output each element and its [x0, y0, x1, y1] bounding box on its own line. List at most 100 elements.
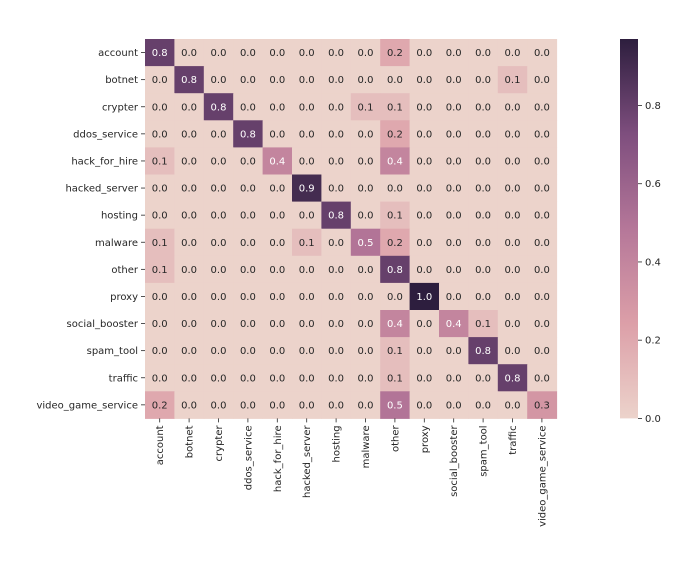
x-tick-label: video_game_service	[537, 425, 548, 527]
cell-value-label: 0.0	[211, 373, 227, 384]
heatmap-cell	[321, 174, 352, 203]
heatmap-cell	[321, 120, 352, 148]
heatmap-cell	[203, 364, 234, 392]
cell-value-label: 0.0	[299, 373, 315, 384]
cell-value-label: 0.0	[211, 346, 227, 357]
heatmap-cell	[350, 147, 381, 175]
heatmap-cell	[380, 337, 411, 365]
cell-value-label: 0.0	[475, 211, 491, 222]
heatmap-cell	[233, 120, 264, 148]
heatmap-cell	[292, 93, 322, 121]
heatmap-cell	[321, 39, 352, 67]
heatmap-cell	[233, 282, 264, 311]
y-tick-label: hacked_server	[65, 184, 138, 195]
heatmap-cell	[409, 391, 440, 419]
cell-value-label: 0.0	[181, 184, 197, 195]
cell-value-label: 0.0	[416, 75, 432, 86]
cell-value-label: 0.0	[446, 373, 462, 384]
cell-value-label: 0.0	[534, 75, 550, 86]
heatmap-cell	[262, 391, 293, 419]
heatmap-cell	[203, 66, 234, 94]
heatmap-cell	[174, 93, 205, 121]
cell-value-label: 0.0	[269, 400, 285, 411]
heatmap-cell	[321, 391, 352, 419]
heatmap-cell	[497, 39, 528, 67]
heatmap-cell	[468, 147, 499, 175]
heatmap-cell	[233, 39, 264, 67]
heatmap-cell	[409, 337, 440, 365]
x-tick-label: malware	[361, 425, 372, 468]
heatmap-cell	[174, 391, 205, 419]
heatmap-cell	[439, 310, 469, 338]
heatmap-cell	[468, 66, 499, 94]
cell-value-label: 0.0	[299, 346, 315, 357]
cell-value-label: 0.0	[211, 319, 227, 330]
heatmap-cell	[380, 147, 411, 175]
cell-value-label: 0.0	[387, 184, 403, 195]
heatmap-cell	[409, 310, 440, 338]
heatmap-cell	[497, 228, 528, 257]
heatmap-cell	[497, 66, 528, 94]
cell-value-label: 0.0	[328, 156, 344, 167]
heatmap-cell	[527, 337, 558, 365]
cell-value-label: 0.0	[475, 48, 491, 59]
heatmap-cell	[439, 93, 469, 121]
cell-value-label: 0.0	[328, 102, 344, 113]
cell-value-label: 0.1	[152, 238, 168, 249]
heatmap-cell	[174, 310, 205, 338]
heatmap-cell	[527, 228, 558, 257]
cell-value-label: 0.0	[505, 184, 521, 195]
cell-value-label: 0.0	[534, 184, 550, 195]
cell-value-label: 0.0	[211, 184, 227, 195]
cell-value-label: 0.0	[299, 400, 315, 411]
heatmap-cell	[380, 201, 411, 230]
cell-value-label: 0.2	[387, 129, 403, 140]
cell-value-label: 0.0	[240, 48, 256, 59]
heatmap-cell	[174, 201, 205, 230]
cell-value-label: 0.0	[505, 48, 521, 59]
heatmap-cell	[321, 66, 352, 94]
heatmap-cell	[380, 39, 411, 67]
heatmap-cell	[174, 228, 205, 257]
cell-value-label: 0.0	[358, 156, 374, 167]
cell-value-label: 0.0	[181, 265, 197, 276]
heatmap-cell	[233, 228, 264, 257]
heatmap-cell	[409, 39, 440, 67]
heatmap-cell	[468, 228, 499, 257]
cell-value-label: 0.0	[416, 346, 432, 357]
cell-value-label: 0.1	[387, 373, 403, 384]
cell-value-label: 0.8	[328, 211, 344, 222]
cell-value-label: 0.1	[505, 75, 521, 86]
cell-value-label: 0.0	[387, 75, 403, 86]
cell-value-label: 0.0	[446, 129, 462, 140]
x-tick-label: hosting	[332, 425, 343, 462]
heatmap-cell	[527, 282, 558, 311]
cell-value-label: 0.0	[446, 48, 462, 59]
heatmap-cell	[262, 310, 293, 338]
x-tick-label: botnet	[185, 425, 196, 458]
heatmap-cell	[497, 337, 528, 365]
cell-value-label: 0.0	[269, 129, 285, 140]
heatmap-cell	[262, 39, 293, 67]
heatmap-cell	[497, 93, 528, 121]
cell-value-label: 0.1	[152, 265, 168, 276]
cell-value-label: 0.8	[240, 129, 256, 140]
heatmap-cell	[145, 255, 175, 284]
cell-value-label: 0.0	[446, 156, 462, 167]
heatmap-cell	[468, 282, 499, 311]
cell-value-label: 0.0	[475, 400, 491, 411]
cell-value-label: 0.0	[475, 156, 491, 167]
cell-value-label: 0.0	[240, 265, 256, 276]
cell-value-label: 0.0	[446, 211, 462, 222]
heatmap-cell	[203, 120, 234, 148]
x-tick-label: hacked_server	[302, 425, 313, 498]
cell-value-label: 0.0	[446, 346, 462, 357]
heatmap-cell	[380, 228, 411, 257]
cell-value-label: 0.8	[152, 48, 168, 59]
cell-value-label: 0.0	[269, 292, 285, 303]
heatmap-cell	[174, 147, 205, 175]
heatmap-cell-labels: 0.8 0.0 0.0 0.0 0.0 0.0 0.0 0.0 0.2 0.0 0.0 0.0 0.0 0…	[152, 48, 550, 411]
cell-value-label: 0.0	[152, 292, 168, 303]
cell-value-label: 0.0	[416, 319, 432, 330]
cell-value-label: 0.0	[240, 400, 256, 411]
